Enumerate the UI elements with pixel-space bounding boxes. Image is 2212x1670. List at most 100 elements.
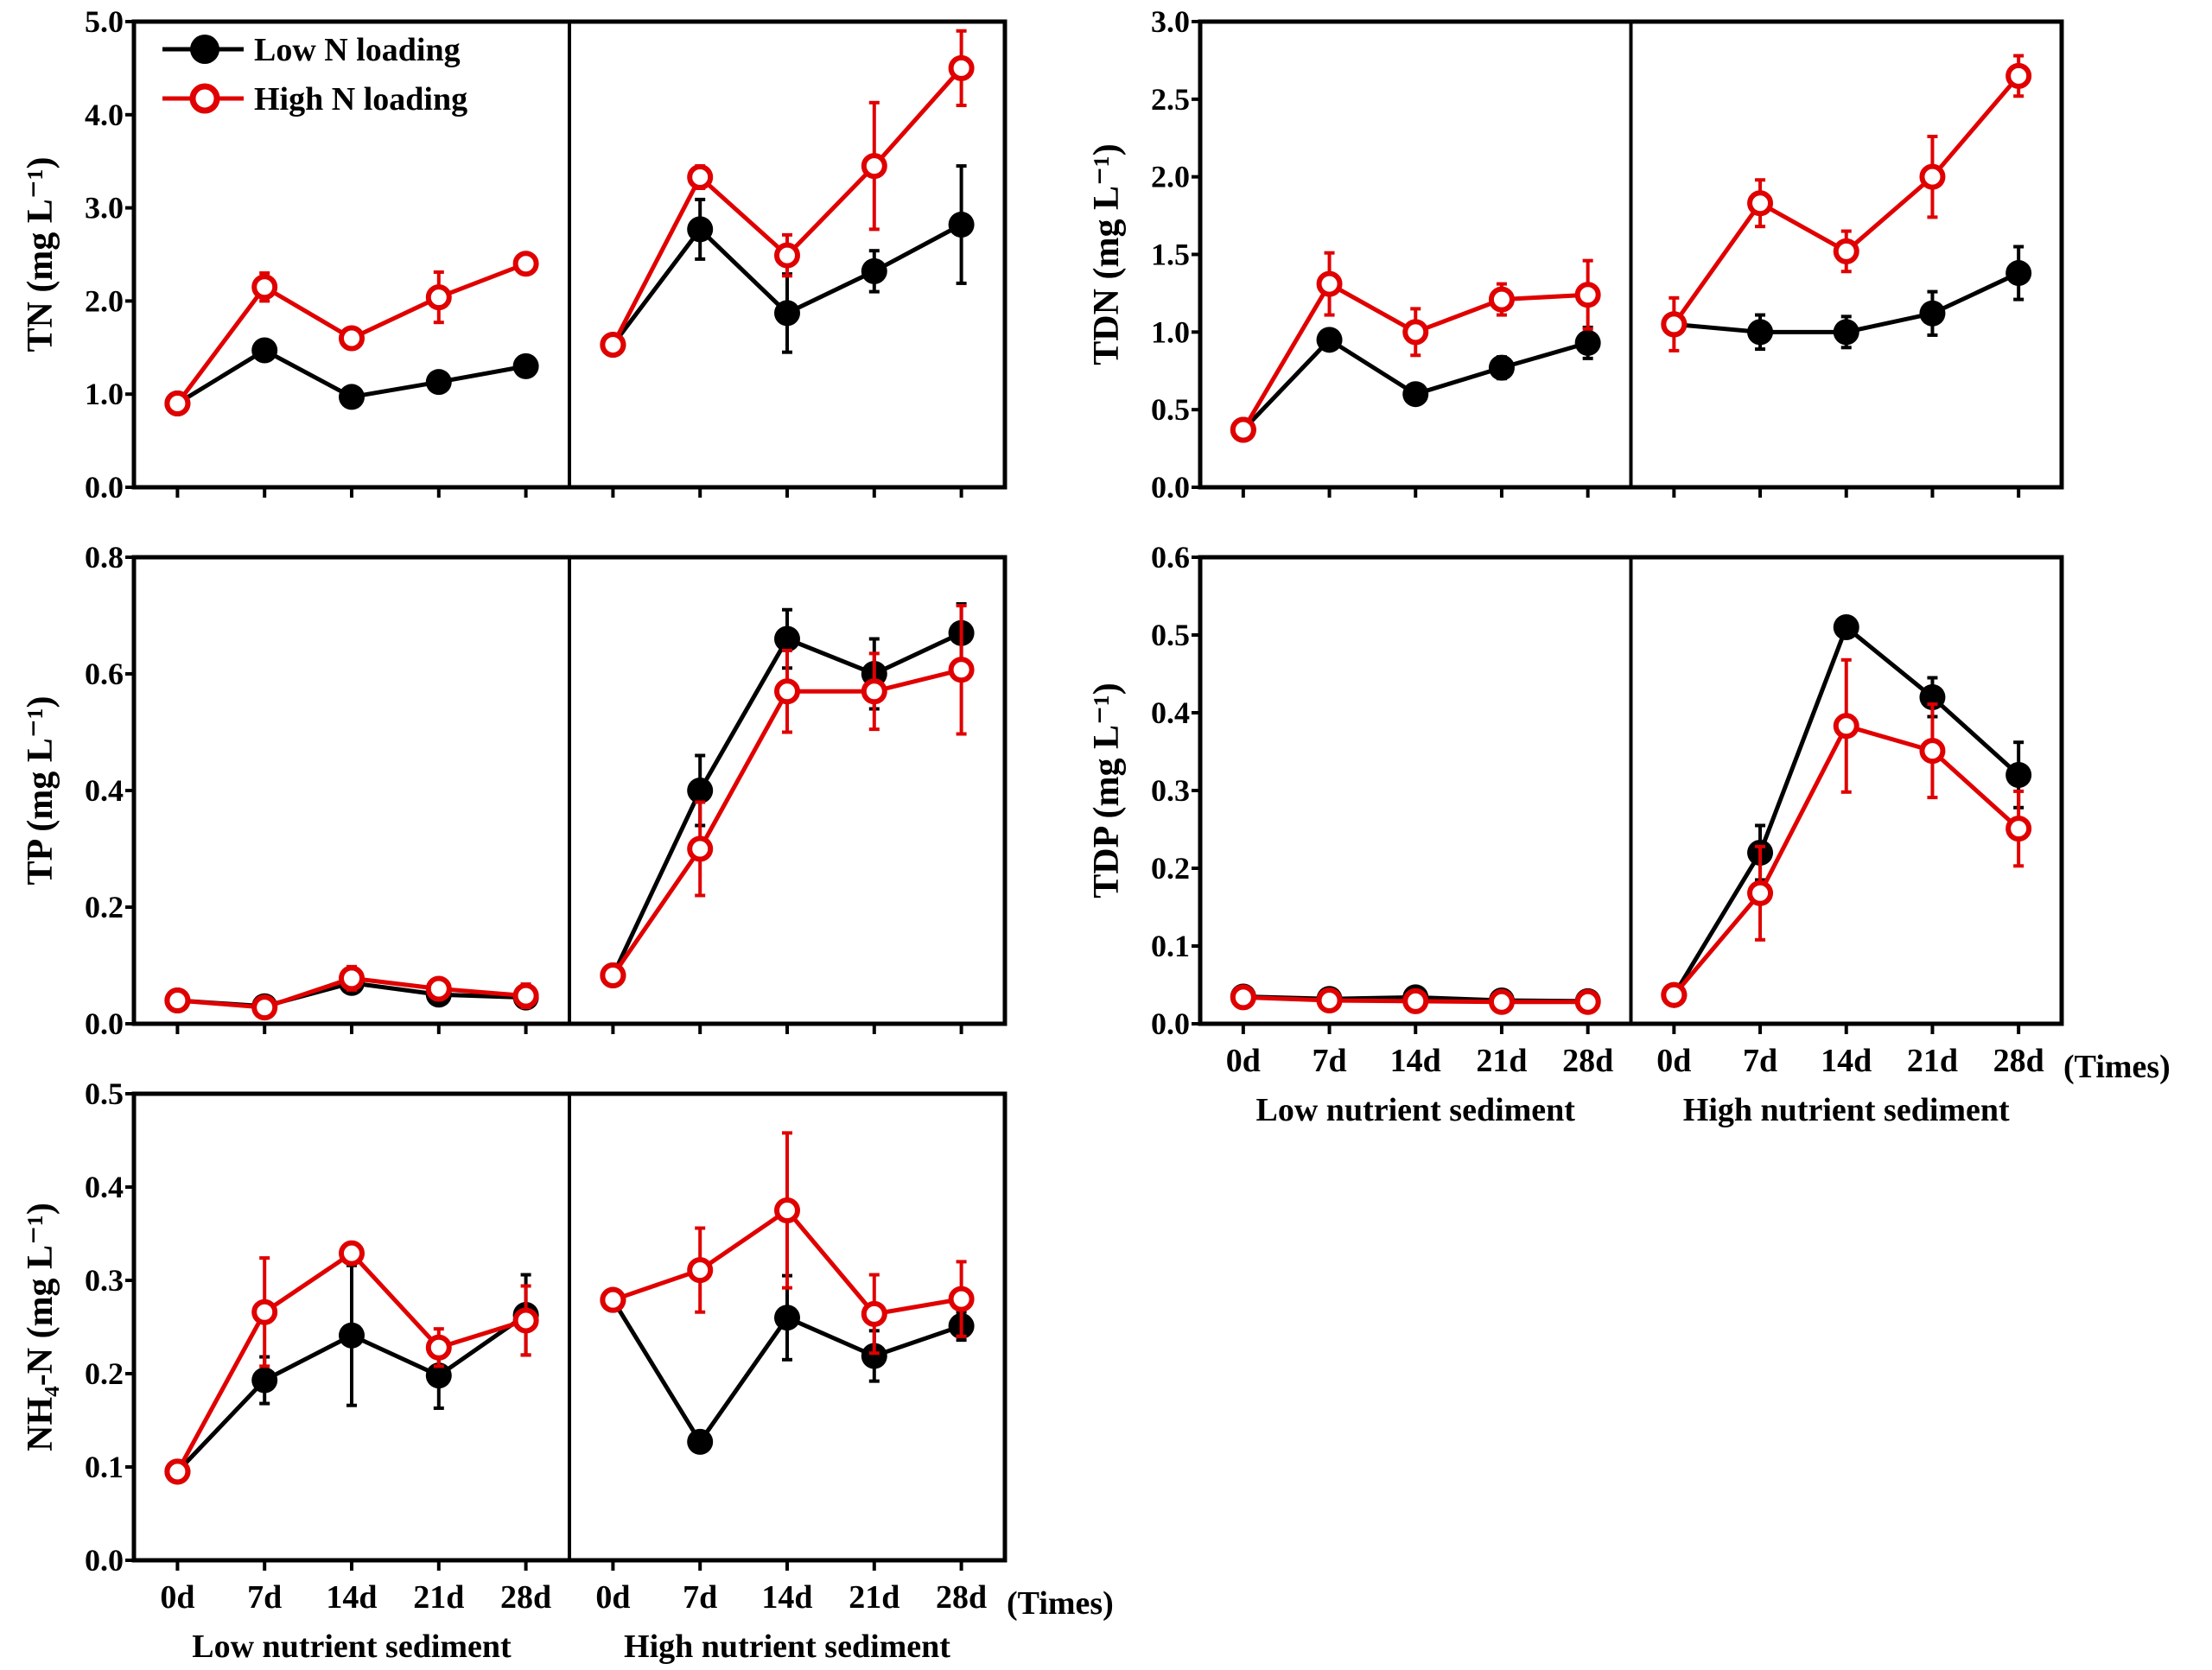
x-tick-label: 14d bbox=[1390, 1043, 1441, 1079]
data-point bbox=[1230, 984, 1256, 1011]
group-label: Low nutrient sediment bbox=[192, 1629, 512, 1665]
series-high-n bbox=[164, 29, 975, 416]
x-tick-label: 21d bbox=[1907, 1043, 1958, 1079]
y-tick-label: 0.2 bbox=[85, 1356, 124, 1391]
y-tick-label: 0.2 bbox=[1151, 851, 1190, 886]
data-point bbox=[512, 1307, 539, 1334]
data-point bbox=[861, 1343, 887, 1369]
data-point bbox=[1833, 238, 1859, 264]
x-unit-label: (Times) bbox=[1007, 1585, 1114, 1622]
x-tick-label: 28d bbox=[1993, 1043, 2044, 1079]
data-point bbox=[1316, 327, 1343, 353]
data-point bbox=[948, 1286, 975, 1312]
data-point bbox=[1402, 987, 1429, 1014]
y-tick-label: 0.6 bbox=[1151, 540, 1190, 575]
data-point bbox=[1402, 319, 1429, 346]
data-point bbox=[1488, 286, 1515, 313]
panel-tdp: 0.0 0.1 0.2 0.3 0.4 0.5 0.6 TDP (mg L⁻¹) 0d 7d 14d… bbox=[1087, 540, 2171, 1128]
data-point bbox=[687, 1257, 714, 1284]
data-point bbox=[1574, 329, 1601, 356]
data-point bbox=[600, 1286, 626, 1313]
series-high-n bbox=[164, 604, 975, 1021]
data-point bbox=[2005, 816, 2032, 842]
data-point bbox=[1230, 416, 1256, 443]
data-point bbox=[339, 965, 365, 992]
data-point bbox=[1747, 319, 1774, 346]
data-point bbox=[251, 337, 278, 364]
data-point bbox=[774, 678, 800, 705]
data-point bbox=[1316, 270, 1343, 297]
data-point bbox=[861, 1300, 887, 1327]
y-tick-label: 3.0 bbox=[85, 191, 124, 225]
data-point bbox=[774, 300, 800, 327]
x-unit-label: (Times) bbox=[2063, 1049, 2171, 1085]
y-axis-label: NH₄-N (mg L⁻¹) bbox=[21, 1203, 60, 1451]
y-tick-label: 0.5 bbox=[1151, 392, 1190, 427]
y-tick-label: 2.0 bbox=[85, 283, 124, 318]
data-point bbox=[425, 369, 452, 396]
y-tick-label: 2.0 bbox=[1151, 160, 1190, 194]
data-point bbox=[1488, 988, 1515, 1015]
legend-label: Low N loading bbox=[254, 32, 461, 68]
data-point bbox=[861, 153, 887, 180]
y-tick-label: 0.4 bbox=[1151, 695, 1190, 730]
data-point bbox=[1316, 987, 1343, 1013]
data-point bbox=[425, 284, 452, 311]
panel-tn: 0.0 1.0 2.0 3.0 4.0 5.0 TN (mg L⁻¹) Low N loadi… bbox=[21, 4, 1007, 505]
data-point bbox=[512, 352, 539, 379]
data-point bbox=[164, 987, 191, 1013]
data-point bbox=[425, 975, 452, 1002]
data-point bbox=[687, 778, 714, 803]
data-point bbox=[1919, 684, 1946, 710]
data-point bbox=[251, 1367, 278, 1394]
data-point bbox=[2005, 62, 2032, 89]
series-high-n bbox=[1230, 657, 2032, 1015]
data-point bbox=[251, 1299, 278, 1325]
y-tick-label: 1.0 bbox=[85, 377, 124, 411]
y-tick-label: 0.0 bbox=[85, 470, 124, 505]
data-point bbox=[2005, 260, 2032, 287]
x-tick-label: 28d bbox=[1562, 1043, 1613, 1079]
data-point bbox=[1661, 311, 1688, 338]
x-tick-label: 14d bbox=[326, 1579, 377, 1616]
y-tick-label: 0.8 bbox=[85, 540, 124, 575]
data-point bbox=[1488, 354, 1515, 381]
data-point bbox=[425, 1334, 452, 1361]
x-tick-label: 14d bbox=[1821, 1043, 1872, 1079]
y-tick-label: 0.6 bbox=[85, 657, 124, 691]
x-tick-label: 0d bbox=[1226, 1043, 1261, 1079]
data-point bbox=[164, 390, 191, 416]
data-point bbox=[861, 678, 887, 705]
data-point bbox=[1833, 713, 1859, 740]
series-high-n bbox=[1230, 54, 2032, 443]
y-axis-label: TDP (mg L⁻¹) bbox=[1087, 683, 1127, 898]
x-tick-label: 7d bbox=[247, 1579, 282, 1616]
data-point bbox=[339, 1322, 365, 1349]
y-tick-label: 0.2 bbox=[85, 890, 124, 924]
legend-marker bbox=[189, 83, 220, 114]
x-tick-label: 7d bbox=[1312, 1043, 1346, 1079]
series-high-n bbox=[164, 1131, 975, 1485]
data-point bbox=[687, 164, 714, 191]
data-point bbox=[251, 994, 278, 1021]
data-point bbox=[687, 835, 714, 862]
data-point bbox=[339, 1240, 365, 1267]
data-point bbox=[1747, 190, 1774, 217]
y-tick-label: 1.5 bbox=[1151, 238, 1190, 272]
y-axis-label: TP (mg L⁻¹) bbox=[21, 695, 60, 885]
data-point bbox=[1833, 319, 1859, 346]
legend-marker bbox=[190, 35, 219, 64]
y-tick-label: 0.0 bbox=[85, 1543, 124, 1578]
panel-tp: 0.0 0.2 0.4 0.6 0.8 TP (mg L⁻¹) bbox=[21, 540, 1007, 1041]
data-point bbox=[948, 212, 975, 238]
y-tick-label: 0.4 bbox=[85, 1170, 124, 1204]
data-point bbox=[339, 384, 365, 410]
x-tick-label: 7d bbox=[683, 1579, 717, 1616]
data-point bbox=[861, 257, 887, 284]
legend: Low N loading High N loading bbox=[162, 32, 467, 117]
x-tick-label: 28d bbox=[500, 1579, 551, 1616]
data-point bbox=[2005, 762, 2032, 788]
data-point bbox=[1574, 282, 1601, 308]
y-tick-label: 0.3 bbox=[85, 1263, 124, 1298]
data-point bbox=[687, 216, 714, 243]
